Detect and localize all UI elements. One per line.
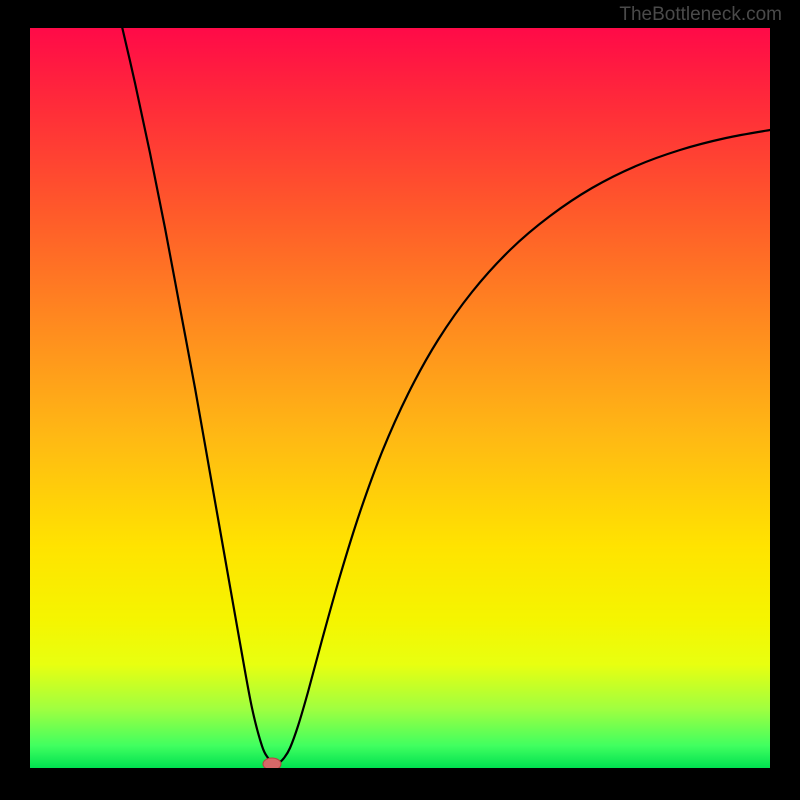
minimum-marker	[263, 758, 281, 768]
gradient-background	[30, 28, 770, 768]
bottleneck-chart	[30, 28, 770, 768]
chart-svg	[30, 28, 770, 768]
watermark-text: TheBottleneck.com	[619, 4, 782, 26]
